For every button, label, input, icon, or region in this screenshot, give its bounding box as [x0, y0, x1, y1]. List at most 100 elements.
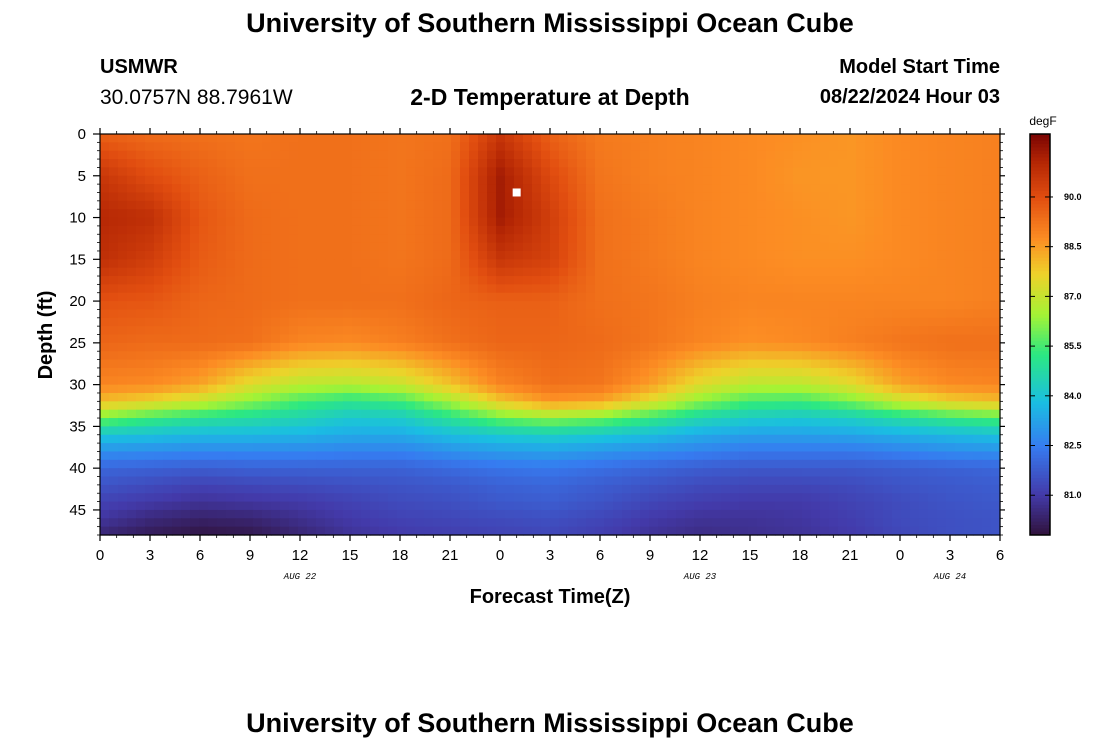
heatmap-cell: [721, 301, 731, 311]
heatmap-cell: [622, 225, 632, 235]
heatmap-cell: [280, 167, 290, 177]
heatmap-cell: [838, 509, 848, 519]
heatmap-cell: [937, 317, 947, 327]
heatmap-cell: [784, 443, 794, 453]
heatmap-cell: [127, 234, 137, 244]
heatmap-cell: [865, 234, 875, 244]
heatmap-cell: [487, 392, 497, 402]
heatmap-cell: [982, 434, 992, 444]
heatmap-cell: [856, 301, 866, 311]
heatmap-cell: [244, 250, 254, 260]
heatmap-cell: [865, 426, 875, 436]
heatmap-cell: [811, 501, 821, 511]
heatmap-cell: [442, 200, 452, 210]
heatmap-cell: [694, 309, 704, 319]
heatmap-cell: [460, 518, 470, 528]
heatmap-cell: [460, 209, 470, 219]
heatmap-cell: [523, 493, 533, 503]
heatmap-cell: [658, 334, 668, 344]
heatmap-cell: [937, 451, 947, 461]
heatmap-cell: [721, 209, 731, 219]
heatmap-cell: [163, 459, 173, 469]
heatmap-cell: [784, 250, 794, 260]
heatmap-cell: [568, 259, 578, 269]
heatmap-cell: [973, 209, 983, 219]
heatmap-cell: [910, 175, 920, 185]
heatmap-cell: [721, 242, 731, 252]
heatmap-cell: [964, 292, 974, 302]
heatmap-cell: [262, 192, 272, 202]
heatmap-cell: [910, 443, 920, 453]
heatmap-cell: [973, 234, 983, 244]
heatmap-cell: [883, 250, 893, 260]
heatmap-cell: [577, 175, 587, 185]
heatmap-cell: [559, 250, 569, 260]
heatmap-cell: [982, 459, 992, 469]
heatmap-cell: [847, 142, 857, 152]
heatmap-cell: [136, 250, 146, 260]
heatmap-cell: [766, 292, 776, 302]
heatmap-cell: [325, 326, 335, 336]
heatmap-cell: [460, 334, 470, 344]
heatmap-cell: [928, 409, 938, 419]
heatmap-cell: [658, 484, 668, 494]
heatmap-cell: [514, 418, 524, 427]
heatmap-cell: [748, 409, 758, 419]
heatmap-cell: [919, 526, 929, 536]
heatmap-cell: [271, 250, 281, 260]
heatmap-cell: [802, 342, 812, 352]
heatmap-cell: [739, 292, 749, 302]
heatmap-cell: [487, 401, 497, 411]
heatmap-cell: [829, 418, 839, 427]
heatmap-cell: [946, 217, 956, 227]
heatmap-cell: [145, 509, 155, 519]
heatmap-cell: [307, 418, 317, 427]
heatmap-cell: [316, 443, 326, 453]
heatmap-cell: [622, 518, 632, 528]
heatmap-cell: [577, 409, 587, 419]
heatmap-cell: [685, 225, 695, 235]
heatmap-cell: [388, 468, 398, 478]
heatmap-cell: [586, 276, 596, 285]
heatmap-cell: [505, 284, 515, 294]
heatmap-cell: [892, 409, 902, 419]
heatmap-cell: [541, 359, 551, 369]
heatmap-cell: [460, 167, 470, 177]
heatmap-cell: [532, 217, 542, 227]
heatmap-cell: [928, 426, 938, 436]
heatmap-cell: [235, 225, 245, 235]
heatmap-cell: [685, 167, 695, 177]
heatmap-cell: [433, 401, 443, 411]
heatmap-cell: [766, 200, 776, 210]
heatmap-cell: [172, 509, 182, 519]
heatmap-cell: [127, 493, 137, 503]
heatmap-cell: [991, 359, 1001, 369]
heatmap-cell: [424, 342, 434, 352]
heatmap-cell: [442, 476, 452, 486]
heatmap-cell: [469, 526, 479, 536]
heatmap-cell: [829, 267, 839, 277]
heatmap-cell: [559, 501, 569, 511]
heatmap-cell: [640, 501, 650, 511]
heatmap-cell: [352, 225, 362, 235]
heatmap-cell: [838, 317, 848, 327]
heatmap-cell: [352, 250, 362, 260]
heatmap-cell: [622, 392, 632, 402]
heatmap-cell: [460, 359, 470, 369]
heatmap-cell: [496, 134, 506, 143]
heatmap-cell: [784, 392, 794, 402]
heatmap-cell: [325, 351, 335, 361]
heatmap-cell: [397, 518, 407, 528]
heatmap-cell: [793, 326, 803, 336]
heatmap-cell: [694, 384, 704, 394]
heatmap-cell: [370, 392, 380, 402]
heatmap-cell: [739, 167, 749, 177]
heatmap-cell: [127, 484, 137, 494]
heatmap-cell: [361, 443, 371, 453]
heatmap-cell: [316, 250, 326, 260]
heatmap-cell: [325, 409, 335, 419]
heatmap-cell: [730, 267, 740, 277]
heatmap-cell: [271, 526, 281, 536]
heatmap-cell: [424, 384, 434, 394]
heatmap-cell: [541, 342, 551, 352]
